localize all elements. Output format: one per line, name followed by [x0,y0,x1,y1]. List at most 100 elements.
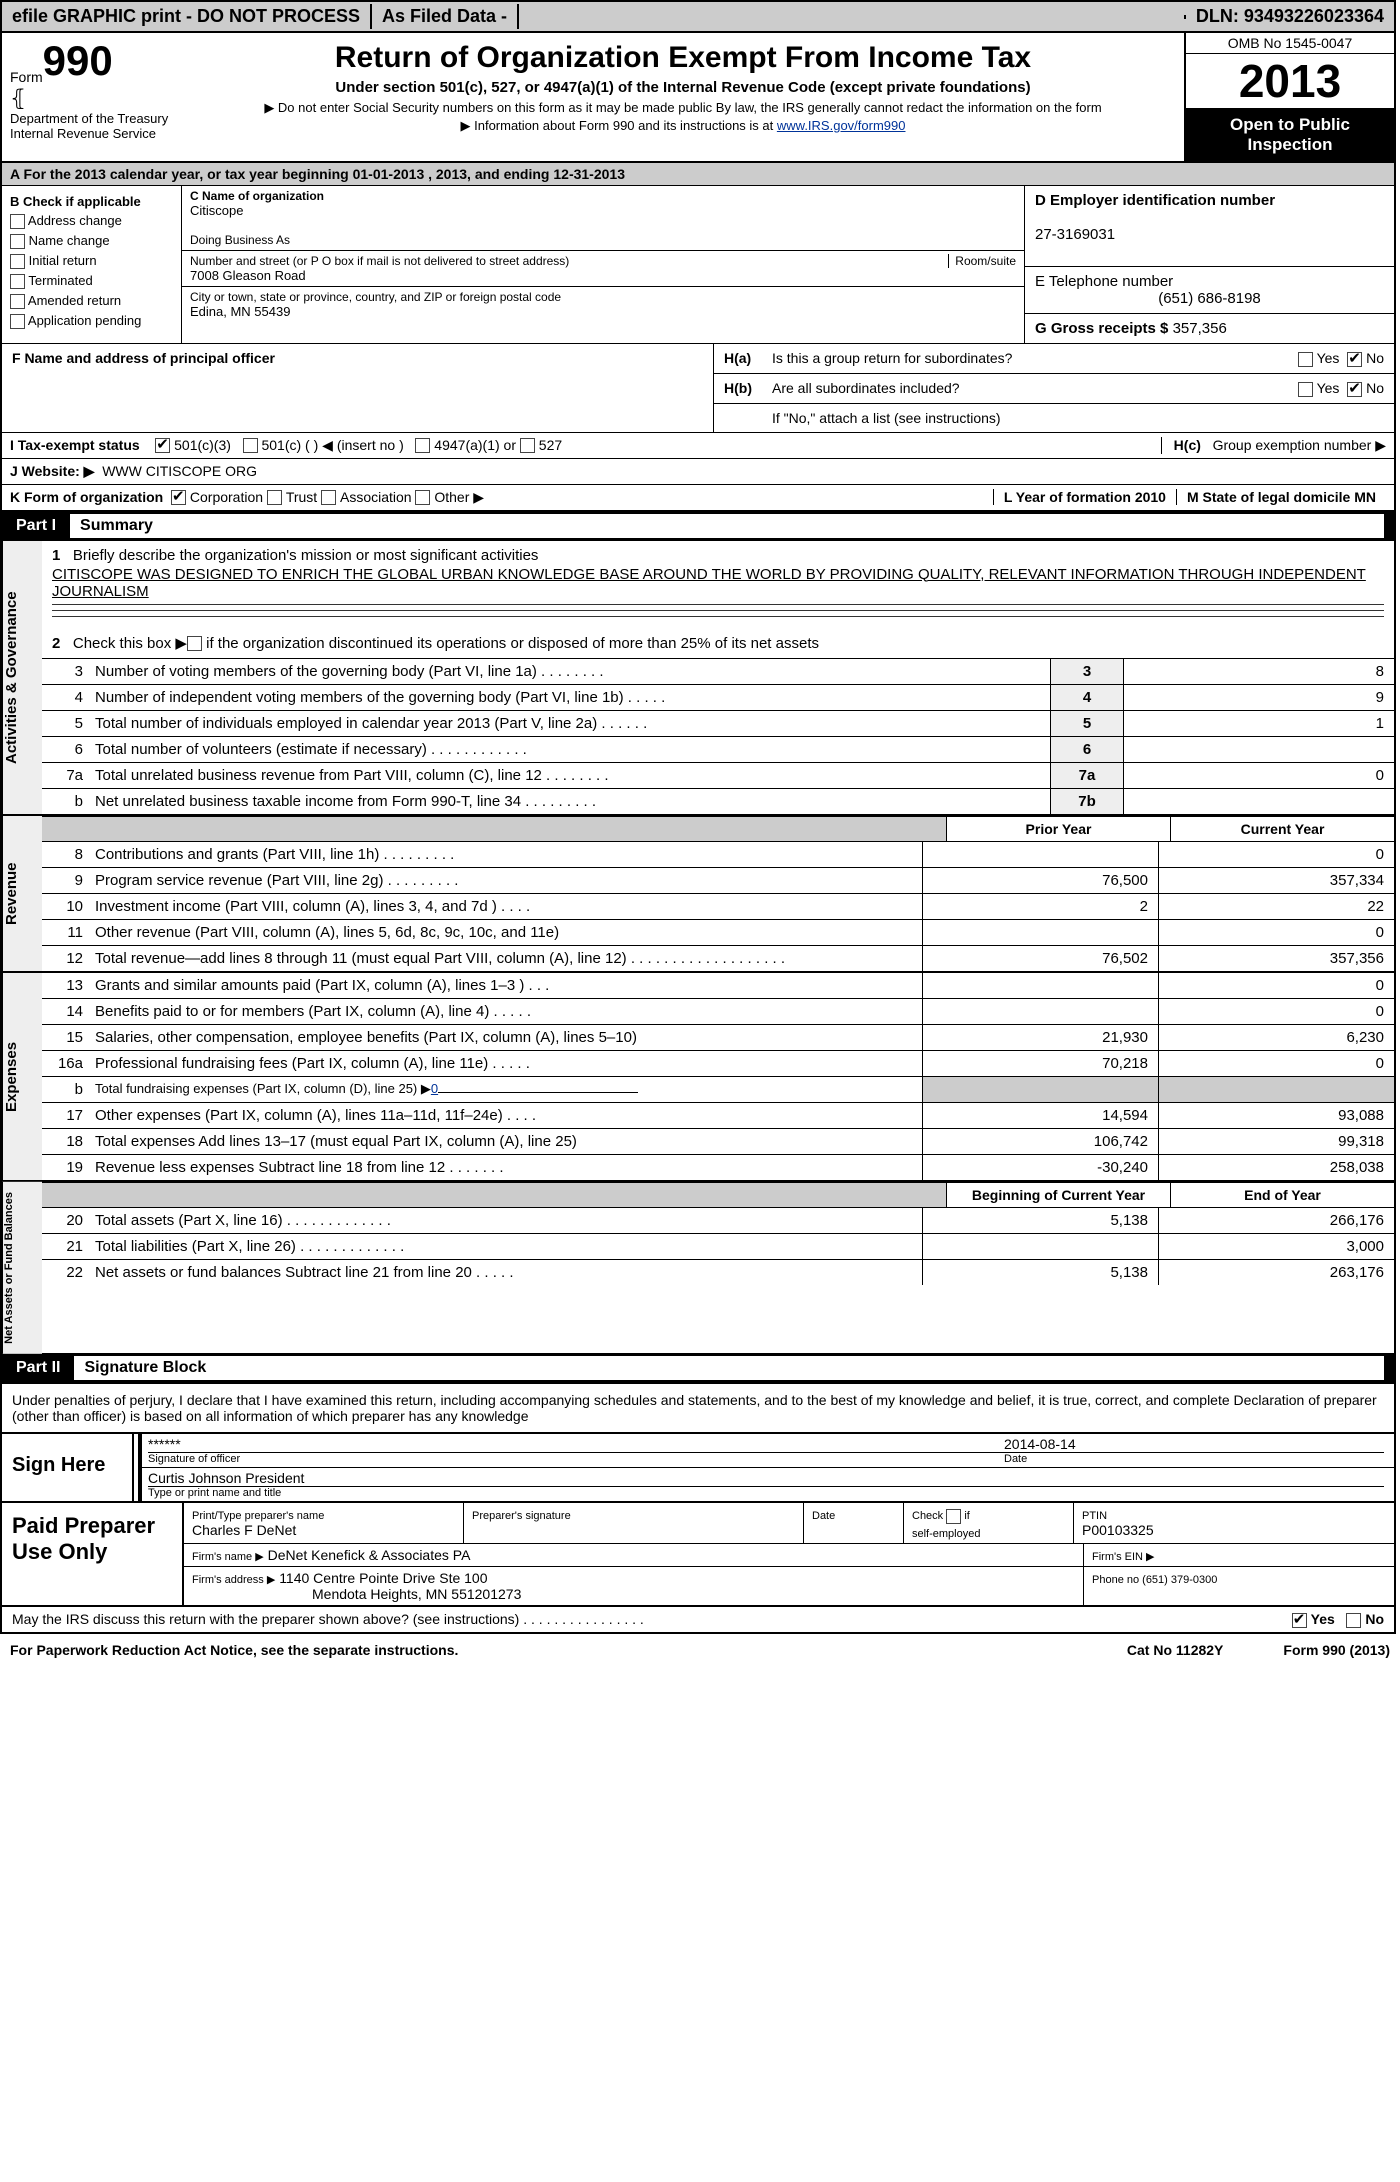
signature-declaration: Under penalties of perjury, I declare th… [2,1383,1394,1432]
chk-association[interactable] [321,490,336,505]
form-number: 990 [43,37,113,85]
form-word: Form [10,69,43,85]
chk-initial-return[interactable]: Initial return [10,253,173,269]
line11: Other revenue (Part VIII, column (A), li… [89,920,922,945]
sign-here-label: Sign Here [2,1434,134,1501]
firm-name: DeNet Kenefick & Associates PA [268,1547,471,1563]
signature-date: 2014-08-14 [1004,1436,1384,1452]
chk-name-change[interactable]: Name change [10,233,173,249]
paperwork-notice: For Paperwork Reduction Act Notice, see … [10,1642,1067,1658]
top-bar: efile GRAPHIC print - DO NOT PROCESS As … [2,2,1394,33]
open-public-badge: Open to Public Inspection [1186,109,1394,161]
paid-preparer-section: Paid Preparer Use Only Print/Type prepar… [2,1503,1394,1607]
hb-yes[interactable] [1298,382,1313,397]
chk-527[interactable] [520,438,535,453]
current-year-header: Current Year [1170,817,1394,841]
line20: Total assets (Part X, line 16) . . . . .… [89,1208,922,1233]
line2-label: Check this box ▶ if the organization dis… [73,635,819,652]
ein-label: D Employer identification number [1035,192,1275,209]
line17: Other expenses (Part IX, column (A), lin… [89,1103,922,1128]
preparer-name-label: Print/Type preparer's name [192,1510,324,1522]
begin-year-header: Beginning of Current Year [946,1183,1170,1207]
line9: Program service revenue (Part VIII, line… [89,868,922,893]
line15: Salaries, other compensation, employee b… [89,1025,922,1050]
chk-address-change[interactable]: Address change [10,213,173,229]
line21: Total liabilities (Part X, line 26) . . … [89,1234,922,1259]
chk-self-employed[interactable] [946,1509,961,1524]
line18: Total expenses Add lines 13–17 (must equ… [89,1129,922,1154]
end-year-header: End of Year [1170,1183,1394,1207]
line16b: Total fundraising expenses (Part IX, col… [89,1077,922,1102]
tel-label: E Telephone number [1035,273,1173,290]
hb2-label: If "No," attach a list (see instructions… [772,410,1001,426]
row-f: F Name and address of principal officer … [2,343,1394,432]
ha-no[interactable] [1347,352,1362,367]
firm-addr-label: Firm's address ▶ [192,1574,275,1586]
chk-501c3[interactable] [155,438,170,453]
prior-year-header: Prior Year [946,817,1170,841]
chk-terminated[interactable]: Terminated [10,273,173,289]
line12: Total revenue—add lines 8 through 11 (mu… [89,946,922,971]
street-address: 7008 Gleason Road [190,268,306,283]
mission-text: CITISCOPE WAS DESIGNED TO ENRICH THE GLO… [52,566,1384,600]
hc-label: Group exemption number ▶ [1213,437,1386,453]
irs-link[interactable]: www.IRS.gov/form990 [777,118,906,133]
signature-stars: ****** [148,1436,1004,1452]
line16b-link[interactable]: 0 [431,1081,438,1096]
discuss-yes[interactable] [1292,1613,1307,1628]
col-c-org-info: C Name of organization Citiscope Doing B… [182,186,1024,343]
website-value: WWW CITISCOPE ORG [102,463,257,479]
street-label: Number and street (or P O box if mail is… [190,254,948,268]
row-i-tax-exempt: I Tax-exempt status 501(c)(3) 501(c) ( )… [2,432,1394,458]
room-label: Room/suite [948,254,1016,268]
chk-501c[interactable] [243,438,258,453]
line13: Grants and similar amounts paid (Part IX… [89,973,922,998]
cat-no: Cat No 11282Y [1067,1642,1284,1658]
hb-label: Are all subordinates included? [772,380,960,396]
discuss-no[interactable] [1346,1613,1361,1628]
tel-value: (651) 686-8198 [1035,290,1384,307]
line16a: Professional fundraising fees (Part IX, … [89,1051,922,1076]
chk-discontinued[interactable] [187,636,202,651]
name-of-org-label: C Name of organization [190,189,1016,203]
chk-application-pending[interactable]: Application pending [10,313,173,329]
state-domicile: M State of legal domicile MN [1176,489,1386,505]
line4: Number of independent voting members of … [89,685,1050,710]
instruction-2-pre: ▶ Information about Form 990 and its ins… [461,118,777,133]
chk-corporation[interactable] [171,490,186,505]
ha-yes[interactable] [1298,352,1313,367]
dba-label: Doing Business As [190,233,1016,247]
row-a-tax-year: A For the 2013 calendar year, or tax yea… [2,163,1394,186]
preparer-sig-label: Preparer's signature [472,1510,571,1522]
part-ii-header: Part II Signature Block [2,1353,1394,1383]
efile-label: efile GRAPHIC print - DO NOT PROCESS [2,4,372,29]
form-subtitle: Under section 501(c), 527, or 4947(a)(1)… [192,79,1174,96]
side-label-net-assets: Net Assets or Fund Balances [2,1182,42,1354]
line7a: Total unrelated business revenue from Pa… [89,763,1050,788]
city-label: City or town, state or province, country… [190,290,1016,304]
line10: Investment income (Part VIII, column (A)… [89,894,922,919]
line7b: Net unrelated business taxable income fr… [89,789,1050,814]
check-self-employed: Check if self-employed [912,1510,980,1540]
year-formation: L Year of formation 2010 [993,489,1176,505]
irs-label: Internal Revenue Service [10,126,174,141]
chk-4947[interactable] [415,438,430,453]
paid-date-label: Date [812,1510,835,1522]
chk-other[interactable] [415,490,430,505]
firm-addr1: 1140 Centre Pointe Drive Ste 100 [279,1570,487,1586]
line5-value: 1 [1123,711,1394,736]
line4-value: 9 [1123,685,1394,710]
line7a-value: 0 [1123,763,1394,788]
hb-no[interactable] [1347,382,1362,397]
dept-label: Department of the Treasury [10,111,174,126]
ein-value: 27-3169031 [1035,226,1115,243]
line3: Number of voting members of the governin… [89,659,1050,684]
org-name: Citiscope [190,203,243,218]
firm-phone: Phone no (651) 379-0300 [1092,1574,1217,1586]
principal-officer-label: F Name and address of principal officer [12,350,703,366]
col-d-ein: D Employer identification number 27-3169… [1024,186,1394,343]
footer-row: For Paperwork Reduction Act Notice, see … [0,1634,1400,1658]
chk-trust[interactable] [267,490,282,505]
chk-amended-return[interactable]: Amended return [10,293,173,309]
dln-label: DLN: 93493226023364 [1186,4,1394,29]
